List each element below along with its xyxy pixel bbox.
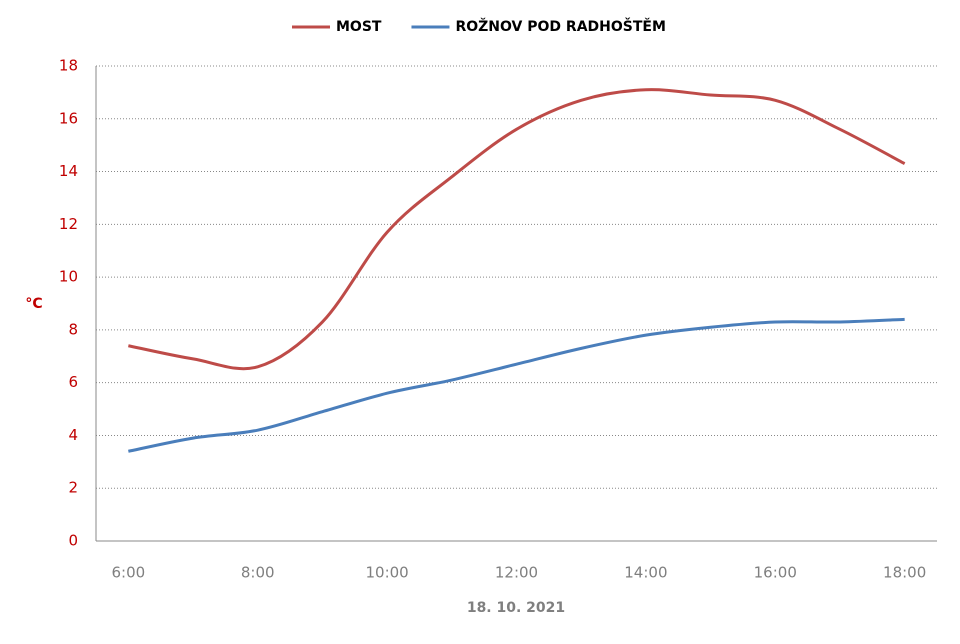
y-tick-label: 4 (68, 426, 78, 444)
y-tick-label: 8 (68, 320, 78, 338)
y-tick-label: 10 (59, 268, 78, 286)
y-tick-label: 0 (68, 532, 78, 550)
x-tick-label: 14:00 (624, 564, 667, 582)
x-tick-label: 18:00 (883, 564, 926, 582)
y-tick-label: 16 (59, 109, 78, 127)
legend-label: ROŽNOV POD RADHOŠTĚM (455, 17, 665, 35)
y-axis-label: °C (25, 296, 42, 312)
x-tick-label: 6:00 (112, 564, 146, 582)
x-tick-label: 16:00 (754, 564, 797, 582)
x-tick-label: 12:00 (495, 564, 538, 582)
y-tick-label: 2 (68, 479, 78, 497)
y-tick-label: 6 (68, 373, 78, 391)
y-tick-label: 12 (59, 215, 78, 233)
x-axis-label: 18. 10. 2021 (467, 600, 565, 616)
legend-label: MOST (336, 19, 382, 35)
x-tick-label: 8:00 (241, 564, 275, 582)
y-tick-label: 18 (59, 57, 78, 75)
x-tick-label: 10:00 (365, 564, 408, 582)
series-line (128, 317, 905, 453)
series-line (128, 88, 906, 371)
y-tick-label: 14 (59, 162, 78, 180)
